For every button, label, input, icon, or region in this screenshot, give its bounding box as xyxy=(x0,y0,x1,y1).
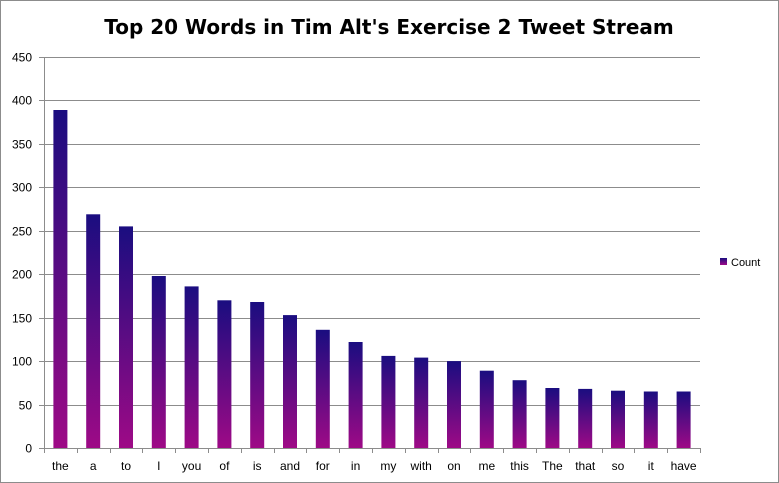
bar xyxy=(151,276,166,448)
x-tick-label: to xyxy=(121,459,131,473)
x-tick-label: with xyxy=(410,459,432,473)
x-tick-label: this xyxy=(510,459,529,473)
x-tick-label: is xyxy=(253,459,262,473)
y-tick-label: 0 xyxy=(25,442,32,456)
bar xyxy=(315,329,330,448)
bar xyxy=(447,361,461,448)
bar xyxy=(348,342,363,448)
x-tick-label: me xyxy=(478,459,495,473)
x-tick-label: it xyxy=(648,459,655,473)
bar xyxy=(512,380,527,448)
legend-swatch xyxy=(720,258,727,265)
x-tick-label: on xyxy=(447,459,460,473)
x-tick-label: and xyxy=(280,459,300,473)
bar xyxy=(381,355,396,448)
x-tick-label: for xyxy=(316,459,330,473)
x-tick-label: my xyxy=(380,459,396,473)
x-tick-label: so xyxy=(612,459,625,473)
bar xyxy=(283,315,297,448)
x-tick-label: of xyxy=(219,459,230,473)
y-tick-label: 50 xyxy=(19,399,33,413)
y-axis-tick-labels: 0 50 100 150 200 250 300 350 400 450 xyxy=(12,51,32,456)
legend: Count xyxy=(720,257,760,269)
y-tick-label: 150 xyxy=(12,312,32,326)
y-tick-label: 300 xyxy=(12,181,32,195)
bar xyxy=(578,388,593,448)
x-tick-label: have xyxy=(671,459,697,473)
y-tick-label: 250 xyxy=(12,225,32,239)
x-tick-label: that xyxy=(575,459,596,473)
y-tick-label: 100 xyxy=(12,355,32,369)
gridlines xyxy=(44,57,700,406)
x-tick-label: in xyxy=(351,459,360,473)
x-tick-label: the xyxy=(52,459,69,473)
x-tick-label: a xyxy=(90,459,97,473)
y-tick-label: 350 xyxy=(12,138,32,152)
y-tick-label: 200 xyxy=(12,268,32,282)
y-tick-label: 450 xyxy=(12,51,32,65)
x-tick-label: you xyxy=(182,459,201,473)
bar xyxy=(86,214,101,448)
bar xyxy=(250,302,265,448)
x-tick-label: The xyxy=(542,459,563,473)
bar xyxy=(119,226,133,448)
legend-label: Count xyxy=(731,257,760,269)
bar xyxy=(611,390,625,448)
bar xyxy=(414,357,429,448)
bar xyxy=(479,370,494,448)
bar xyxy=(184,286,199,448)
y-tick-label: 400 xyxy=(12,94,32,108)
bar xyxy=(643,391,658,448)
bars xyxy=(53,110,691,448)
axes xyxy=(39,57,701,453)
bar xyxy=(545,388,560,448)
chart-title: Top 20 Words in Tim Alt's Exercise 2 Twe… xyxy=(104,15,674,39)
bar xyxy=(676,391,691,448)
bar xyxy=(53,110,68,448)
bar xyxy=(217,300,232,448)
x-tick-label: I xyxy=(157,459,160,473)
